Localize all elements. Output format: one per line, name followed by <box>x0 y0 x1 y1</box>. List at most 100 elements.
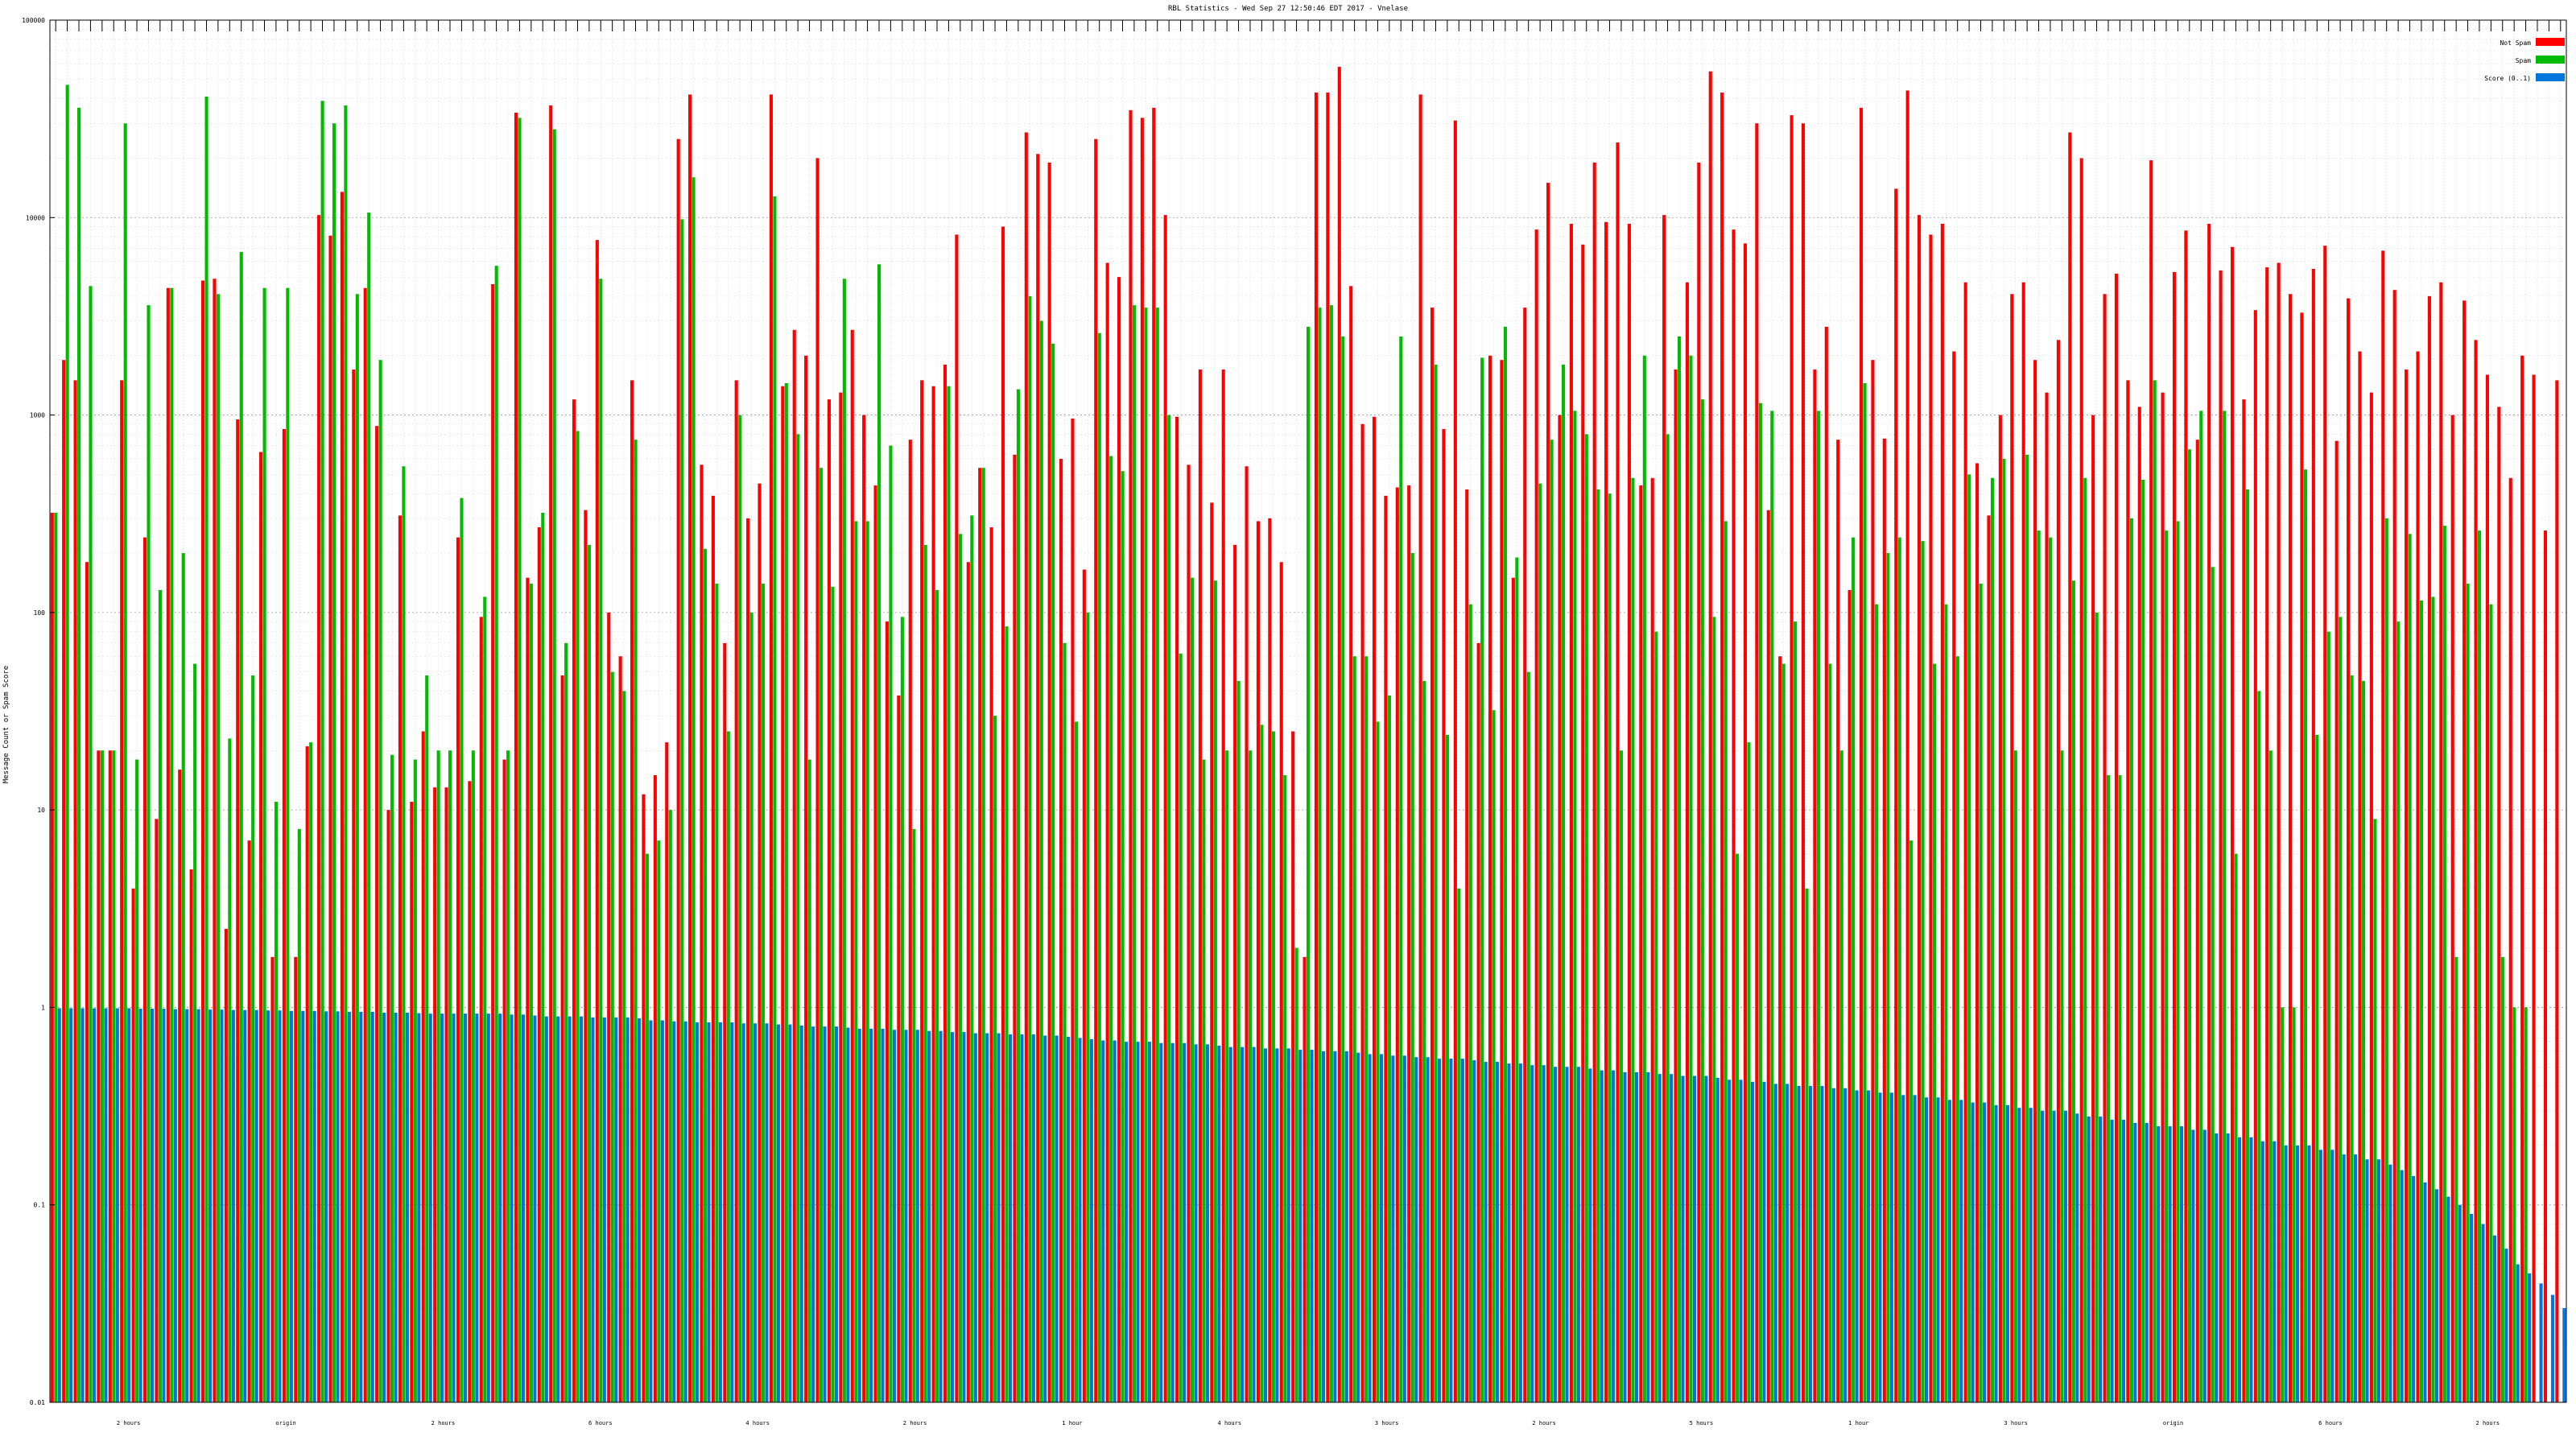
bar-spam <box>1005 626 1009 1402</box>
bar-score-0-1 <box>2562 1307 2566 1402</box>
bar-spam <box>1307 326 1311 1403</box>
bar-score-0-1 <box>1125 1042 1129 1402</box>
bar-score-0-1 <box>417 1013 421 1402</box>
bar-spam <box>2245 489 2249 1403</box>
bar-spam <box>1387 695 1391 1402</box>
bar-not-spam <box>1592 162 1596 1403</box>
bar-spam <box>1979 584 1983 1402</box>
bar-not-spam <box>305 746 309 1402</box>
bar-score-0-1 <box>1460 1059 1464 1402</box>
bar-spam <box>1236 680 1241 1402</box>
bar-not-spam <box>1871 360 1875 1402</box>
bar-spam <box>2292 1007 2296 1402</box>
bar-spam <box>738 415 742 1402</box>
bar-spam <box>239 251 243 1403</box>
bar-score-0-1 <box>765 1023 769 1402</box>
bar-spam <box>2234 853 2238 1402</box>
bar-score-0-1 <box>915 1030 919 1402</box>
bar-score-0-1 <box>1600 1070 1604 1402</box>
bar-spam <box>216 294 221 1403</box>
legend: Not Spam Spam Score (0..1) <box>2484 38 2565 82</box>
bar-score-0-1 <box>1414 1057 1418 1402</box>
bar-spam <box>1271 731 1275 1402</box>
bar-not-spam <box>1511 577 1515 1402</box>
bar-score-0-1 <box>2145 1122 2149 1402</box>
bar-score-0-1 <box>614 1017 618 1402</box>
bar-score-0-1 <box>1379 1054 1384 1402</box>
bar-spam <box>680 219 684 1402</box>
bar-spam <box>1086 612 1090 1402</box>
bar-score-0-1 <box>2342 1154 2346 1402</box>
bar-score-0-1 <box>220 1009 224 1402</box>
bar-spam <box>622 691 626 1402</box>
bar-score-0-1 <box>660 1020 664 1402</box>
bar-not-spam <box>2474 340 2478 1402</box>
x-group-label: 2 hours <box>117 1420 141 1426</box>
bar-not-spam <box>2392 290 2396 1402</box>
bar-score-0-1 <box>2354 1154 2358 1402</box>
bar-spam <box>1816 411 1820 1402</box>
bar-not-spam <box>1094 138 1098 1402</box>
bar-not-spam <box>873 485 877 1403</box>
bar-not-spam <box>108 750 112 1402</box>
bar-not-spam <box>2172 271 2177 1403</box>
bar-score-0-1 <box>1947 1100 1951 1402</box>
bar-not-spam <box>236 419 240 1402</box>
bar-score-0-1 <box>127 1008 131 1402</box>
bar-not-spam <box>862 415 866 1402</box>
x-group-label: 2 hours <box>1532 1420 1556 1426</box>
bar-score-0-1 <box>718 1022 722 1402</box>
bar-score-0-1 <box>428 1013 432 1402</box>
bar-spam <box>204 96 208 1402</box>
bar-score-0-1 <box>2260 1141 2264 1402</box>
bar-score-0-1 <box>2133 1122 2137 1402</box>
bar-spam <box>2315 734 2319 1402</box>
bar-spam <box>1736 853 1740 1402</box>
bar-spam <box>1190 577 1195 1402</box>
bar-score-0-1 <box>1159 1042 1163 1402</box>
bar-spam <box>1213 580 1217 1402</box>
bar-not-spam <box>1453 120 1457 1402</box>
bar-not-spam <box>885 621 890 1402</box>
bar-not-spam <box>1801 123 1806 1403</box>
bar-score-0-1 <box>1449 1059 1453 1402</box>
bar-score-0-1 <box>1576 1067 1580 1402</box>
bar-spam <box>100 750 104 1402</box>
bar-spam <box>2408 534 2412 1402</box>
bar-not-spam <box>200 280 205 1403</box>
bar-not-spam <box>2137 407 2141 1402</box>
bar-spam <box>1341 336 1345 1403</box>
bar-spam <box>1839 750 1843 1402</box>
bar-spam <box>993 716 997 1402</box>
bar-spam <box>1016 389 1020 1402</box>
bar-spam <box>541 512 545 1402</box>
bar-spam <box>552 129 556 1402</box>
bar-score-0-1 <box>2470 1213 2474 1402</box>
bar-not-spam <box>1639 485 1643 1403</box>
bar-not-spam <box>2508 477 2512 1402</box>
bar-score-0-1 <box>2121 1119 2126 1402</box>
bar-spam <box>65 85 69 1403</box>
y-tick-label: 100000 <box>22 17 45 24</box>
bar-spam <box>1573 411 1577 1402</box>
bar-not-spam <box>642 794 646 1402</box>
bar-score-0-1 <box>440 1013 444 1402</box>
bar-not-spam <box>2253 310 2257 1402</box>
bar-score-0-1 <box>776 1024 780 1402</box>
bar-spam <box>715 584 719 1402</box>
bar-not-spam <box>1813 369 1817 1402</box>
bar-not-spam <box>2079 158 2083 1402</box>
bar-not-spam <box>433 787 437 1402</box>
bar-spam <box>2002 458 2006 1402</box>
bar-not-spam <box>2358 351 2362 1402</box>
bar-score-0-1 <box>1368 1054 1372 1402</box>
bar-spam <box>1480 357 1484 1403</box>
bar-spam <box>1144 308 1148 1402</box>
bar-spam <box>390 754 394 1402</box>
bar-score-0-1 <box>904 1030 908 1402</box>
bar-score-0-1 <box>185 1009 189 1402</box>
bar-not-spam <box>386 810 390 1402</box>
bar-not-spam <box>723 642 727 1402</box>
bar-not-spam <box>1117 277 1121 1403</box>
bar-not-spam <box>734 380 738 1402</box>
